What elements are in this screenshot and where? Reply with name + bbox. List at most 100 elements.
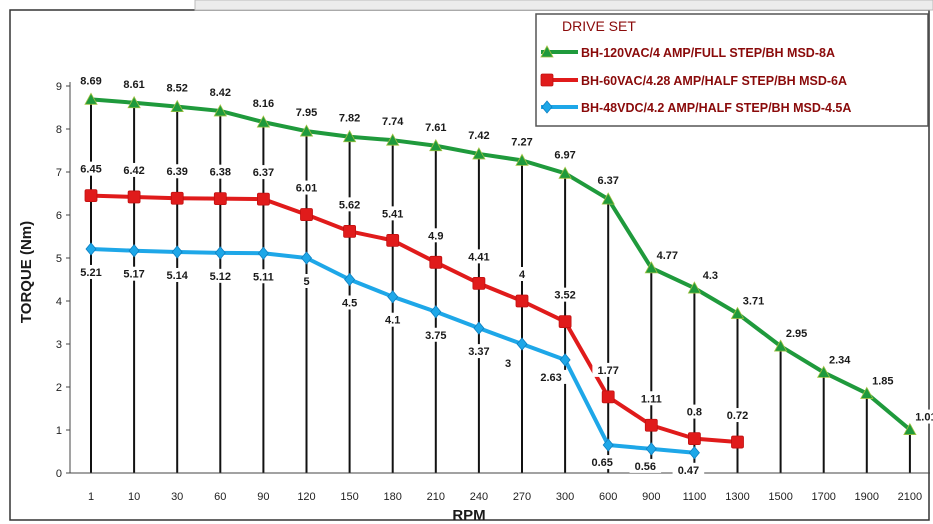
green-data-label: 8.16	[253, 98, 274, 110]
green-series-legend-label: BH-120VAC/4 AMP/FULL STEP/BH MSD-8A	[581, 46, 835, 60]
y-tick-label: 4	[56, 296, 62, 308]
blue-data-label-bg	[463, 344, 495, 359]
green-series-point	[342, 129, 357, 143]
red-data-label-bg	[721, 408, 754, 423]
red-series-legend-label: BH-60VAC/4.28 AMP/HALF STEP/BH MSD-6A	[581, 74, 847, 88]
legend-box	[535, 13, 929, 127]
green-series-point	[860, 386, 874, 399]
red-data-label: 4.41	[468, 251, 489, 263]
green-data-label-bg	[697, 268, 723, 283]
blue-data-label: 4.5	[342, 298, 357, 310]
blue-series-point	[559, 353, 571, 367]
red-series-point	[601, 390, 615, 404]
red-data-label: 6.42	[123, 165, 144, 177]
red-data-label: 1.77	[597, 365, 618, 377]
x-tick-label: 60	[214, 491, 226, 503]
green-series-point	[127, 95, 141, 109]
green-data-label-bg	[75, 73, 107, 88]
green-data-label: 7.82	[339, 113, 360, 125]
red-data-label: 0.72	[727, 410, 748, 422]
x-tick-label: 1	[88, 491, 94, 503]
x-tick-label: 2100	[898, 491, 922, 503]
green-series-point	[170, 99, 184, 113]
red-data-label-bg	[592, 362, 624, 377]
x-tick-label: 300	[556, 491, 574, 503]
green-data-label-bg	[592, 173, 624, 188]
x-tick-label: 900	[642, 491, 660, 503]
green-data-label-bg	[651, 247, 684, 262]
blue-data-label-bg	[204, 268, 237, 283]
green-series-point	[773, 339, 788, 352]
green-series-point	[429, 138, 443, 152]
y-tick-label: 5	[56, 253, 62, 265]
green-data-label-bg	[737, 293, 770, 308]
red-data-label-bg	[333, 197, 366, 212]
red-data-label-bg	[75, 161, 107, 176]
blue-data-label-bg	[586, 455, 618, 470]
green-data-label: 8.69	[80, 75, 101, 87]
red-data-label: 4.9	[428, 230, 443, 242]
green-data-label: 8.52	[166, 83, 187, 95]
red-data-label: 6.37	[253, 167, 274, 179]
green-series-point	[299, 124, 314, 137]
blue-data-label-bg	[629, 458, 662, 473]
red-series-point	[84, 189, 98, 203]
x-tick-label: 1700	[811, 491, 835, 503]
data-labels: 8.69 8.61 8.52 8.42 8.16 7.95 7.82 7.74 7.61 7.42…	[75, 73, 933, 477]
blue-data-label: 5	[303, 276, 309, 288]
green-data-label: 7.74	[382, 116, 404, 128]
red-data-label-bg	[290, 180, 323, 195]
green-series-point	[817, 365, 831, 378]
red-data-label: 6.45	[80, 164, 101, 176]
blue-data-label-bg	[380, 312, 406, 327]
blue-data-label: 3	[505, 358, 511, 370]
x-tick-label: 240	[470, 491, 488, 503]
y-tick-label: 8	[56, 124, 62, 136]
blue-series-point	[602, 438, 614, 452]
blue-data-label-bg	[420, 327, 452, 342]
blue-data-label: 5.14	[166, 270, 188, 282]
x-tick-label: 120	[297, 491, 315, 503]
green-data-label: 4.77	[657, 250, 678, 262]
blue-series-legend-marker	[541, 100, 553, 114]
x-tick-label: 10	[128, 491, 140, 503]
blue-data-label: 3.75	[425, 330, 446, 342]
green-data-label-bg	[823, 352, 856, 367]
green-data-label: 7.95	[296, 107, 317, 119]
blue-series-legend-label: BH-48VDC/4.2 AMP/HALF STEP/BH MSD-4.5A	[581, 101, 851, 115]
blue-series-point	[85, 242, 97, 256]
green-data-label-bg	[376, 114, 409, 129]
series-layer	[84, 92, 917, 460]
axes: 0 1 2 3 4 5 6 7 8 9 1 10 30 60 90 120 150 180 210 240 270 300…	[56, 81, 930, 503]
blue-data-label: 5.21	[80, 267, 101, 279]
red-data-label-bg	[118, 162, 150, 177]
blue-series-point	[645, 442, 657, 456]
green-data-label-bg	[333, 110, 366, 125]
red-data-label: 1.11	[641, 393, 662, 405]
blue-data-label-bg	[672, 462, 705, 477]
blue-series-point	[516, 337, 528, 351]
red-series-point	[472, 276, 486, 290]
red-data-label: 6.39	[166, 166, 187, 178]
green-series-point	[256, 115, 271, 128]
blue-data-label-bg	[300, 274, 313, 288]
legend: DRIVE SET BH-120VAC/4 AMP/FULL STEP/BH M…	[535, 13, 929, 127]
blue-data-label: 5.11	[253, 271, 274, 283]
red-data-label: 0.8	[687, 407, 702, 419]
x-tick-label: 1300	[725, 491, 749, 503]
green-data-label: 8.61	[123, 79, 144, 91]
green-series-point	[903, 422, 917, 435]
red-series-point	[213, 192, 227, 206]
red-series-point	[127, 190, 141, 204]
red-data-label-bg	[681, 404, 707, 419]
y-axis-title: TORQUE (Nm)	[18, 221, 35, 323]
green-data-label-bg	[867, 373, 899, 388]
legend-items: BH-120VAC/4 AMP/FULL STEP/BH MSD-8A BH-60…	[540, 45, 851, 115]
blue-series-point	[430, 305, 442, 319]
blue-series-point	[473, 321, 485, 335]
green-data-label: 6.97	[554, 149, 575, 161]
blue-data-label: 5.17	[123, 269, 144, 281]
red-data-label: 5.62	[339, 199, 360, 211]
green-series-point	[386, 133, 400, 146]
x-axis-title: RPM	[452, 507, 485, 524]
